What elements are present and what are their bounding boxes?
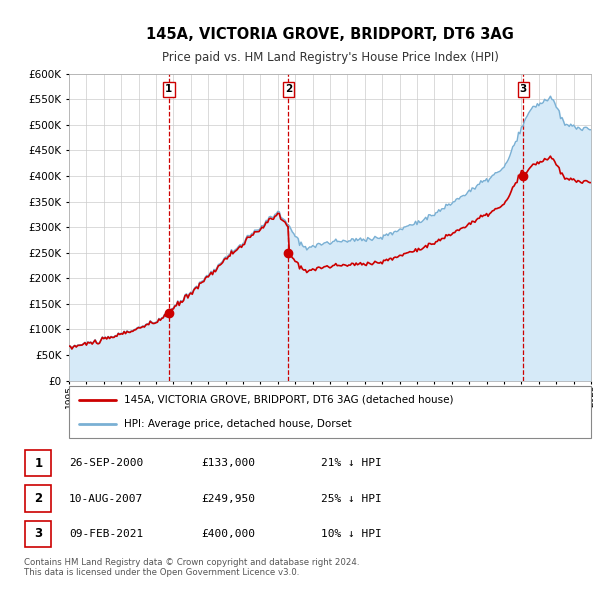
Text: 2: 2 <box>285 84 292 94</box>
Text: 10-AUG-2007: 10-AUG-2007 <box>69 494 143 503</box>
Text: 1: 1 <box>165 84 173 94</box>
Text: 3: 3 <box>34 527 43 540</box>
Text: £400,000: £400,000 <box>201 529 255 539</box>
Text: 1: 1 <box>34 457 43 470</box>
Text: 3: 3 <box>520 84 527 94</box>
Text: 2: 2 <box>34 492 43 505</box>
Text: 25% ↓ HPI: 25% ↓ HPI <box>321 494 382 503</box>
Text: Price paid vs. HM Land Registry's House Price Index (HPI): Price paid vs. HM Land Registry's House … <box>161 51 499 64</box>
Text: 09-FEB-2021: 09-FEB-2021 <box>69 529 143 539</box>
Text: 21% ↓ HPI: 21% ↓ HPI <box>321 458 382 468</box>
Text: Contains HM Land Registry data © Crown copyright and database right 2024.
This d: Contains HM Land Registry data © Crown c… <box>24 558 359 577</box>
Text: 145A, VICTORIA GROVE, BRIDPORT, DT6 3AG (detached house): 145A, VICTORIA GROVE, BRIDPORT, DT6 3AG … <box>124 395 454 405</box>
Text: 26-SEP-2000: 26-SEP-2000 <box>69 458 143 468</box>
Text: HPI: Average price, detached house, Dorset: HPI: Average price, detached house, Dors… <box>124 419 352 429</box>
Text: 10% ↓ HPI: 10% ↓ HPI <box>321 529 382 539</box>
Text: 145A, VICTORIA GROVE, BRIDPORT, DT6 3AG: 145A, VICTORIA GROVE, BRIDPORT, DT6 3AG <box>146 27 514 41</box>
Text: £249,950: £249,950 <box>201 494 255 503</box>
Text: £133,000: £133,000 <box>201 458 255 468</box>
